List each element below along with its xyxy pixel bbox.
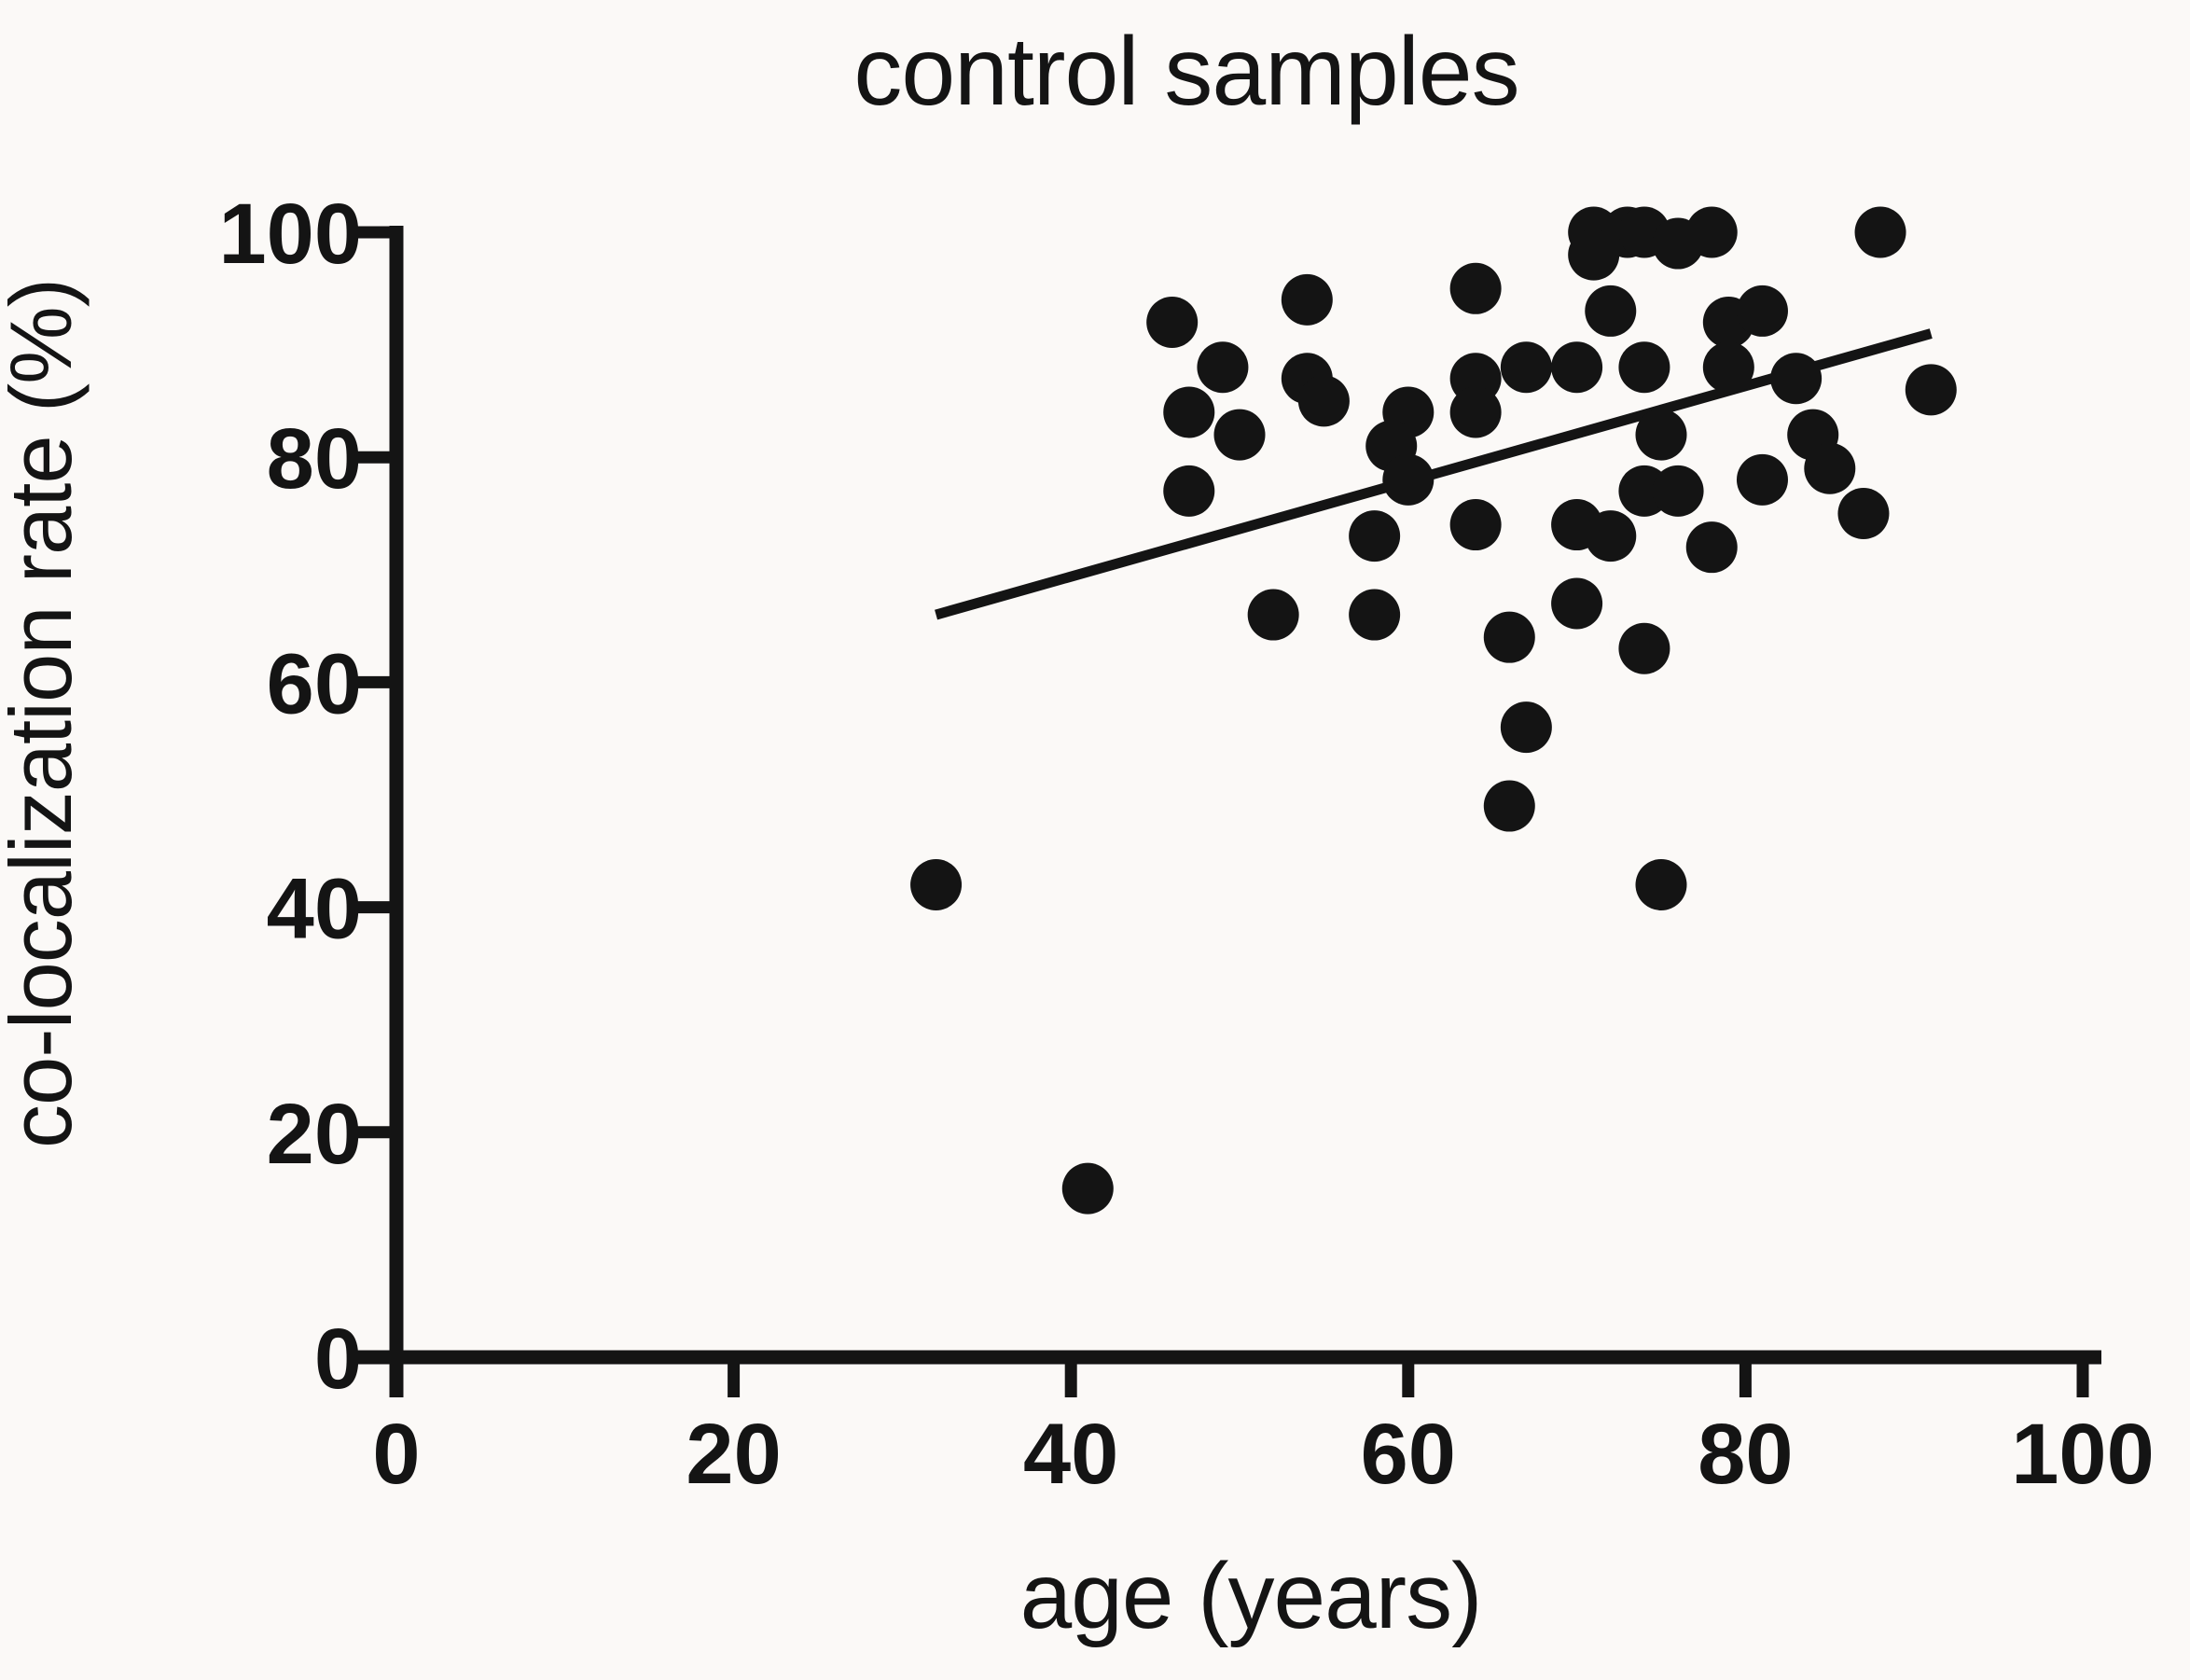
data-point [1483, 780, 1535, 832]
y-tick-label: 80 [267, 411, 362, 507]
x-tick-label: 0 [372, 1407, 420, 1502]
data-point [1449, 262, 1502, 314]
data-point [1585, 285, 1637, 337]
axes [357, 226, 2101, 1397]
data-point [1146, 296, 1199, 348]
data-points-layer [910, 206, 1957, 1215]
data-point [1449, 499, 1502, 551]
data-point [1837, 488, 1890, 539]
data-point [1685, 206, 1738, 258]
data-point [1618, 622, 1670, 674]
data-point [1213, 409, 1266, 461]
x-axis-title: age (years) [1020, 1544, 1482, 1648]
x-tick-label: 60 [1361, 1407, 1456, 1502]
y-tick-label: 20 [267, 1087, 362, 1182]
chart-title: control samples [853, 18, 1518, 126]
data-point [1197, 341, 1249, 394]
y-tick-label: 40 [267, 862, 362, 957]
data-point [1247, 589, 1299, 641]
data-point [1349, 589, 1401, 641]
data-point [1500, 701, 1552, 754]
y-tick-label: 100 [219, 187, 363, 282]
x-tick-label: 40 [1023, 1407, 1118, 1502]
data-point [1618, 341, 1670, 394]
data-point [1854, 206, 1906, 258]
data-point [1736, 453, 1788, 506]
data-point [1297, 375, 1350, 427]
data-point [1905, 364, 1957, 416]
data-point [1281, 273, 1333, 326]
y-tick-label: 60 [267, 636, 362, 731]
data-point [1483, 611, 1535, 663]
data-point [1585, 510, 1637, 562]
x-tick-label: 80 [1698, 1407, 1793, 1502]
data-point [1652, 465, 1704, 517]
tick-labels: 0 20 40 60 80 100 0 20 40 60 80 100 [219, 187, 2155, 1502]
data-point [1736, 285, 1788, 337]
data-point [1163, 386, 1215, 438]
data-point [1551, 341, 1603, 394]
data-point [1635, 858, 1687, 910]
data-point [1770, 353, 1823, 405]
x-tick-label: 100 [2011, 1407, 2155, 1502]
data-point [1500, 341, 1552, 394]
trend-line-layer [935, 328, 1933, 620]
data-point [1349, 510, 1401, 562]
data-point [1061, 1162, 1114, 1215]
data-point [1804, 442, 1856, 494]
data-point [1635, 409, 1687, 461]
data-point [1382, 453, 1435, 506]
data-point [910, 858, 963, 910]
data-point [1163, 465, 1215, 517]
data-point [1551, 577, 1603, 630]
y-tick-label: 0 [314, 1312, 362, 1407]
data-point [1685, 521, 1738, 574]
trend-line [935, 328, 1933, 620]
data-point [1702, 341, 1754, 394]
y-axis-title: co-localization rate (%) [0, 279, 90, 1148]
data-point [1449, 386, 1502, 438]
x-tick-label: 20 [686, 1407, 781, 1502]
